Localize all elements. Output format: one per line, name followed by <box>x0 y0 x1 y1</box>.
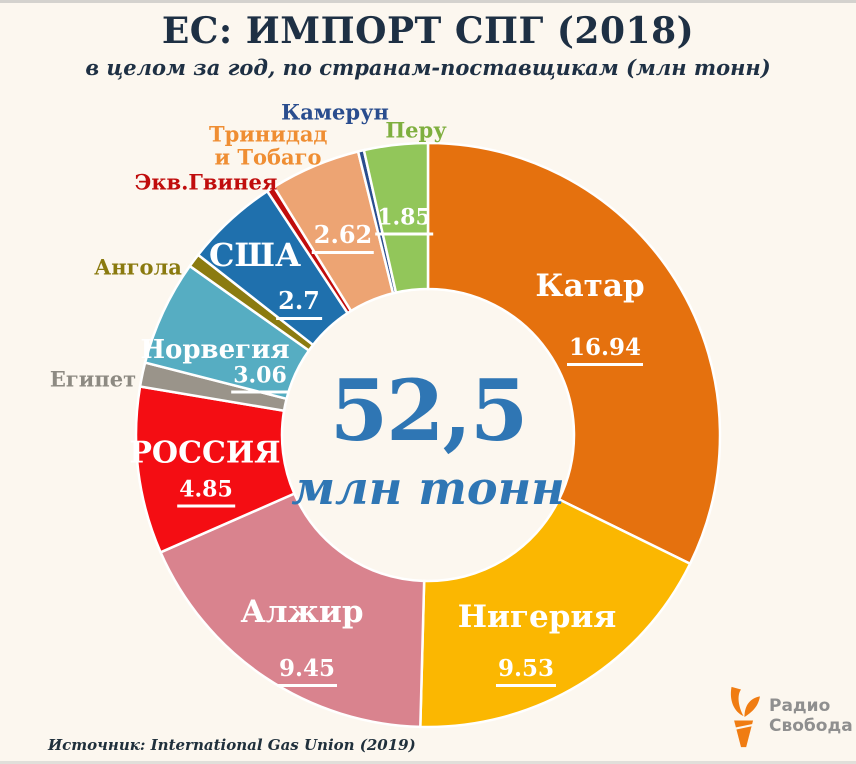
slice-value-trinidad: 2.62 <box>311 220 375 254</box>
slice-name-peru: Перу <box>385 117 447 143</box>
total-unit: млн тонн <box>291 460 565 515</box>
slice-name-angola: Ангола <box>94 254 182 280</box>
slice-name-russia: РОССИЯ <box>129 435 281 471</box>
slice-value-norway: 3.06 <box>231 363 289 394</box>
page-subtitle: в целом за год, по странам-поставщикам (… <box>85 54 771 80</box>
logo-line2: Свобода <box>769 716 853 736</box>
slice-nigeria <box>419 497 692 729</box>
slice-value-qatar: 16.94 <box>566 334 644 366</box>
logo-text: Радио Свобода <box>769 697 853 736</box>
slice-algeria <box>158 492 426 729</box>
slice-value-algeria: 9.45 <box>276 655 338 687</box>
torch-icon <box>730 686 760 748</box>
slice-name-usa: США <box>208 236 302 274</box>
slice-name-norway: Норвегия <box>140 335 290 365</box>
slice-value-usa: 2.7 <box>276 286 322 320</box>
slice-value-russia: 4.85 <box>177 477 235 508</box>
slice-qatar <box>426 141 722 566</box>
total-value: 52,5 <box>329 361 529 461</box>
source-note: Источник: International Gas Union (2019) <box>48 736 416 754</box>
slice-peru <box>362 141 430 295</box>
radio-svoboda-logo: Радио Свобода <box>720 686 853 748</box>
slice-name-eq-guinea: Экв.Гвинея <box>134 169 278 195</box>
slice-name-algeria: Алжир <box>240 594 364 630</box>
chart-center-total: 52,5 млн тонн <box>291 361 565 515</box>
page-title: ЕС: ИМПОРТ СПГ (2018) <box>161 10 695 52</box>
slice-name-qatar: Катар <box>535 268 645 304</box>
slice-value-peru: 1.85 <box>375 205 433 236</box>
slice-name-egypt: Египет <box>49 366 137 392</box>
slice-value-nigeria: 9.53 <box>495 655 557 687</box>
logo-line1: Радио <box>769 696 831 717</box>
chart-header: ЕС: ИМПОРТ СПГ (2018) в целом за год, по… <box>0 10 856 80</box>
top-edge-line <box>0 0 856 3</box>
slice-name-cameroon: Камерун <box>281 99 389 125</box>
bottom-edge-line <box>0 761 856 764</box>
slice-name-nigeria: Нигерия <box>457 599 617 635</box>
slice-name-trinidad: Тринидад и Тобаго <box>209 121 328 169</box>
